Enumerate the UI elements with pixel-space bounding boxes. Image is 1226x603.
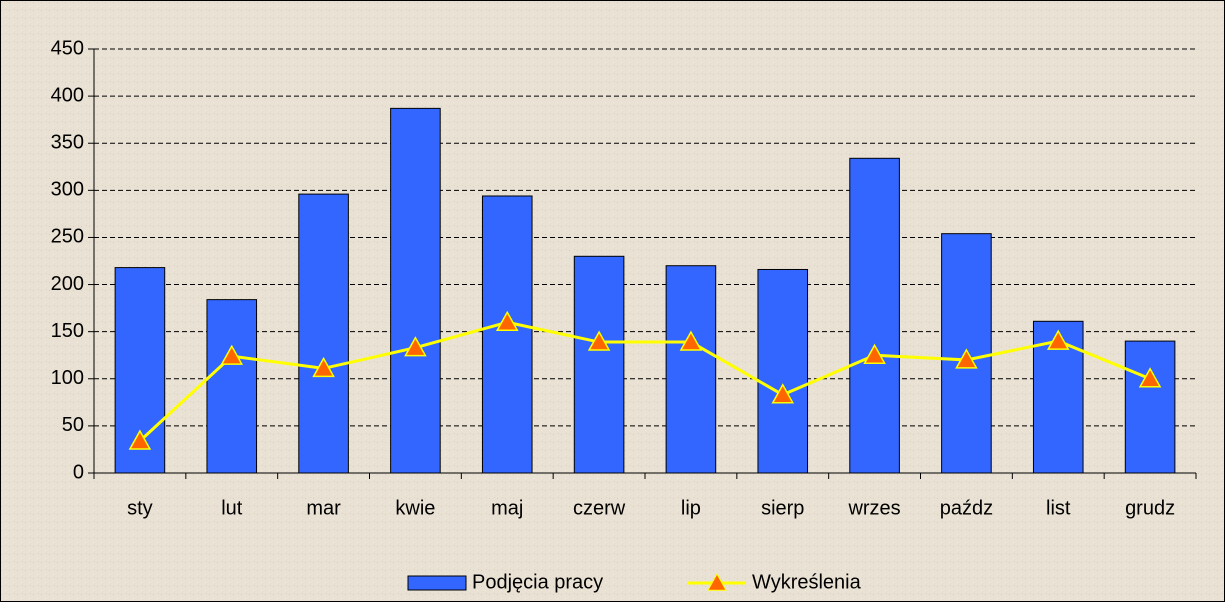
legend-swatch [407, 575, 467, 591]
y-tick-label: 450 [51, 37, 84, 59]
x-tick-label: kwie [395, 497, 435, 519]
line-marker [312, 356, 335, 378]
line-marker [404, 336, 427, 357]
line-marker [955, 348, 978, 369]
bar [757, 268, 809, 474]
y-tick-label: 200 [51, 273, 84, 295]
line-marker [128, 429, 152, 450]
line [138, 320, 1151, 443]
x-tick-label: wrzes [847, 497, 900, 519]
x-tick-label: czerw [573, 497, 626, 519]
x-tick-label: lut [221, 497, 243, 519]
y-tick-label: 150 [51, 320, 84, 342]
y-tick-label: 0 [73, 461, 84, 483]
y-tick-label: 100 [51, 367, 84, 389]
bar [1124, 340, 1176, 474]
line-marker [1138, 367, 1162, 388]
x-tick-label: grudz [1125, 497, 1175, 519]
bar [573, 255, 625, 474]
y-tick-label: 250 [51, 226, 84, 248]
line-marker [495, 310, 519, 331]
x-tick-label: list [1046, 497, 1071, 519]
bar [481, 195, 533, 474]
bar [206, 299, 258, 474]
line-marker [220, 344, 244, 365]
line-marker [771, 383, 795, 404]
line-marker [863, 343, 886, 364]
x-tick-label: maj [491, 497, 523, 519]
legend-label: Wykreślenia [752, 571, 862, 593]
x-tick-label: sty [127, 497, 153, 519]
line-marker [679, 330, 703, 351]
x-tick-label: sierp [761, 497, 804, 519]
x-tick-label: paźdz [940, 497, 993, 519]
bar [665, 265, 717, 474]
y-tick-label: 350 [51, 132, 84, 154]
bar [390, 107, 441, 474]
bar [849, 157, 900, 474]
y-tick-label: 300 [51, 179, 84, 201]
y-tick-label: 50 [62, 414, 84, 436]
line-marker [1046, 329, 1070, 350]
bar [298, 193, 349, 474]
line-marker [587, 330, 611, 351]
x-tick-label: mar [306, 497, 341, 519]
legend-swatch [707, 572, 727, 591]
y-tick-label: 400 [51, 84, 84, 106]
x-tick-label: lip [681, 497, 701, 519]
legend-label: Podjęcia pracy [472, 571, 603, 593]
